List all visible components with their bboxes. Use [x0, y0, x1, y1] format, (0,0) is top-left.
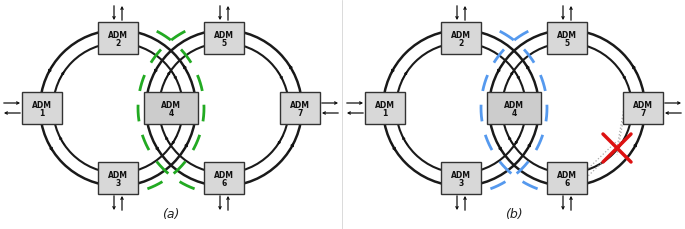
FancyBboxPatch shape	[441, 162, 481, 194]
Text: 7: 7	[640, 109, 646, 117]
Text: 2: 2	[115, 38, 121, 47]
Text: ADM: ADM	[108, 30, 128, 39]
Text: 3: 3	[115, 178, 121, 188]
Text: ADM: ADM	[32, 101, 52, 109]
FancyBboxPatch shape	[22, 92, 62, 124]
FancyBboxPatch shape	[441, 22, 481, 54]
FancyBboxPatch shape	[547, 162, 587, 194]
Text: 5: 5	[564, 38, 569, 47]
Text: ADM: ADM	[451, 171, 471, 180]
FancyBboxPatch shape	[623, 92, 663, 124]
Text: 2: 2	[458, 38, 464, 47]
FancyBboxPatch shape	[365, 92, 405, 124]
FancyBboxPatch shape	[144, 92, 198, 124]
Text: 1: 1	[39, 109, 45, 117]
Text: ADM: ADM	[214, 171, 234, 180]
Text: ADM: ADM	[633, 101, 653, 109]
Text: ADM: ADM	[375, 101, 395, 109]
Text: ADM: ADM	[557, 30, 577, 39]
Text: ADM: ADM	[504, 101, 524, 109]
Text: ADM: ADM	[451, 30, 471, 39]
FancyBboxPatch shape	[98, 162, 138, 194]
Text: 5: 5	[221, 38, 227, 47]
Text: ADM: ADM	[161, 101, 181, 109]
Text: 4: 4	[169, 109, 173, 117]
FancyBboxPatch shape	[280, 92, 320, 124]
FancyBboxPatch shape	[204, 162, 244, 194]
Text: 7: 7	[297, 109, 303, 117]
Text: 4: 4	[512, 109, 516, 117]
Text: ADM: ADM	[290, 101, 310, 109]
Text: 1: 1	[382, 109, 388, 117]
Text: (a): (a)	[162, 208, 179, 221]
FancyBboxPatch shape	[487, 92, 541, 124]
FancyBboxPatch shape	[98, 22, 138, 54]
FancyBboxPatch shape	[204, 22, 244, 54]
Text: ADM: ADM	[557, 171, 577, 180]
Text: (b): (b)	[505, 208, 523, 221]
Text: 3: 3	[458, 178, 464, 188]
Text: 6: 6	[564, 178, 570, 188]
Text: ADM: ADM	[108, 171, 128, 180]
Text: ADM: ADM	[214, 30, 234, 39]
FancyBboxPatch shape	[547, 22, 587, 54]
Text: 6: 6	[221, 178, 227, 188]
